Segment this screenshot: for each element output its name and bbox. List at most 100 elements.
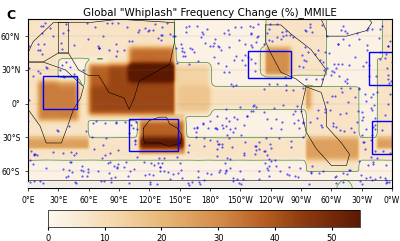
Point: [207, 138, 214, 141]
Point: [80, 169, 86, 173]
Point: [66, 161, 73, 164]
Point: [264, 32, 270, 35]
Point: [84, 174, 90, 178]
Point: [114, 165, 120, 169]
Point: [125, 174, 131, 178]
Point: [123, 160, 130, 164]
Point: [113, 54, 120, 58]
Point: [60, 167, 66, 171]
Point: [208, 172, 214, 176]
Point: [90, 121, 96, 125]
Point: [225, 119, 232, 123]
Point: [164, 21, 170, 25]
Point: [100, 179, 107, 183]
Point: [183, 25, 190, 29]
Point: [326, 108, 333, 112]
Point: [262, 161, 268, 165]
Point: [330, 121, 336, 125]
Point: [103, 136, 109, 140]
Point: [261, 87, 267, 91]
Point: [358, 173, 364, 176]
Point: [300, 135, 306, 139]
Point: [99, 156, 106, 160]
Point: [186, 62, 193, 66]
Point: [146, 28, 152, 32]
Point: [210, 41, 217, 45]
Point: [177, 161, 184, 165]
Point: [225, 28, 231, 32]
Point: [170, 34, 176, 38]
Point: [238, 133, 244, 137]
Point: [384, 77, 391, 81]
Point: [85, 37, 91, 41]
Point: [307, 25, 313, 29]
Point: [186, 143, 192, 147]
Point: [89, 135, 95, 139]
Point: [223, 168, 230, 172]
Point: [115, 148, 122, 152]
Point: [360, 114, 366, 118]
Point: [106, 171, 112, 175]
Point: [186, 46, 193, 50]
Point: [354, 120, 360, 124]
Point: [253, 40, 259, 44]
Point: [282, 33, 289, 37]
Point: [368, 179, 375, 182]
Point: [330, 124, 337, 127]
Point: [96, 46, 102, 50]
Point: [112, 120, 119, 124]
Point: [38, 24, 44, 28]
Point: [226, 45, 232, 49]
Point: [271, 107, 278, 110]
Point: [250, 104, 256, 107]
Point: [379, 128, 385, 132]
Point: [226, 32, 232, 36]
Point: [384, 66, 390, 70]
Point: [72, 181, 79, 185]
Point: [232, 126, 238, 130]
Point: [134, 127, 140, 131]
Point: [346, 43, 352, 47]
Point: [43, 166, 49, 170]
Point: [121, 166, 128, 169]
Point: [278, 127, 285, 131]
Point: [359, 110, 366, 114]
Point: [382, 56, 388, 60]
Point: [193, 130, 199, 134]
Point: [96, 46, 102, 50]
Point: [360, 140, 366, 144]
Point: [371, 103, 377, 107]
Point: [348, 126, 354, 130]
Point: [322, 51, 329, 54]
Point: [72, 180, 78, 184]
Point: [273, 164, 279, 168]
Point: [107, 180, 114, 184]
Point: [195, 175, 202, 179]
Point: [27, 159, 33, 162]
Point: [68, 160, 74, 164]
Point: [66, 168, 72, 172]
Point: [195, 59, 201, 63]
Point: [318, 23, 325, 27]
Point: [266, 164, 272, 168]
Point: [372, 123, 378, 127]
Point: [151, 163, 158, 167]
Point: [156, 156, 162, 160]
Point: [114, 166, 120, 170]
Point: [251, 103, 257, 107]
Point: [317, 123, 324, 127]
Point: [256, 169, 262, 173]
Point: [383, 178, 389, 182]
Point: [78, 164, 85, 168]
Point: [329, 94, 335, 98]
Point: [288, 139, 294, 143]
Point: [230, 58, 237, 62]
Point: [292, 174, 298, 178]
Point: [363, 99, 370, 103]
Point: [274, 22, 280, 26]
Point: [324, 66, 330, 70]
Point: [286, 173, 292, 177]
Point: [333, 66, 339, 70]
Point: [133, 155, 140, 159]
Point: [312, 52, 318, 56]
